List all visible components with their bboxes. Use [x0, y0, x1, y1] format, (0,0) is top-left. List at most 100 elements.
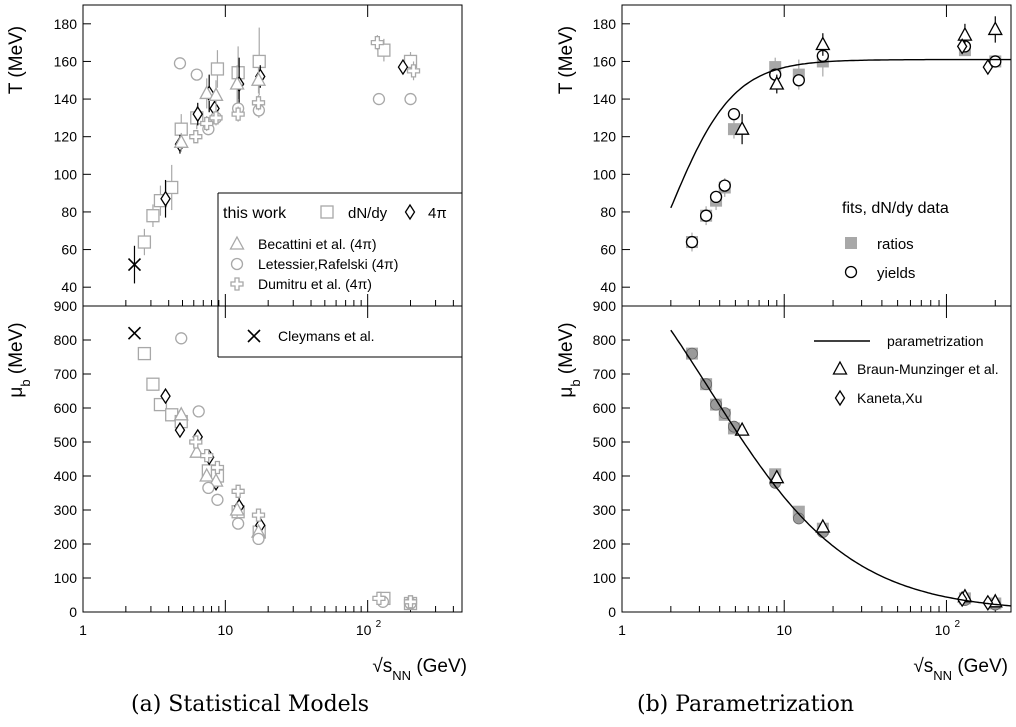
y-tick-label-b-top: 180: [593, 16, 617, 32]
data-point-b-top: [982, 58, 994, 76]
legend-title-b: fits, dN/dy data: [842, 200, 949, 217]
y-tick-label-b-top: 140: [593, 91, 617, 107]
y-tick-label-a-top: 180: [54, 16, 78, 32]
x-tick-label-exp-b-bottom: 2: [954, 619, 960, 630]
y-tick-label-a-bottom: 900: [54, 298, 78, 314]
data-point-a-bottom: [252, 532, 265, 546]
series-b-bottom: [956, 590, 994, 612]
data-point-b-bottom: [956, 590, 968, 608]
data-point-a-top: [190, 68, 203, 81]
data-point-a-bottom: [202, 481, 215, 495]
y-tick-label-b-top: 160: [593, 53, 617, 69]
legend-box-a: [217, 192, 462, 358]
parametrization-curve-T: [670, 58, 1011, 209]
legend-marker-ratios: [845, 237, 857, 249]
legend-label-ratios: ratios: [877, 236, 914, 253]
data-point-a-bottom: [251, 508, 266, 522]
legend-label-becattini: Becattini et al. (4π): [258, 236, 377, 252]
series-a-bottom: [137, 346, 418, 611]
data-point-a-bottom: [153, 397, 168, 412]
series-a-top: [127, 245, 142, 284]
y-axis-label: T (MeV): [6, 26, 27, 94]
y-tick-label-a-bottom: 600: [54, 400, 78, 416]
y-tick-label-b-bottom: 400: [593, 468, 617, 484]
data-point-a-top: [231, 66, 245, 80]
data-point-b-top: [792, 74, 805, 87]
caption-left: (a) Statistical Models: [131, 692, 370, 717]
y-tick-label-a-bottom: 200: [54, 536, 78, 552]
series-a-top: [173, 65, 267, 152]
x-tick-label-a-bottom: 10: [356, 622, 372, 638]
y-tick-label-a-bottom: 800: [54, 332, 78, 348]
legend-marker-yields: [844, 265, 858, 279]
legend-label-yields: yields: [877, 265, 915, 282]
legend-label-dumitru: Dumitru et al. (4π): [258, 276, 372, 292]
legend-a: this work dN/dy 4π Becattini et al. (4π) Let…: [217, 192, 462, 358]
series-b-bottom: [686, 347, 1002, 611]
x-axis-label: √sNN (GeV): [913, 656, 1008, 683]
y-tick-label-b-top: 60: [600, 242, 616, 258]
data-point-a-top: [250, 71, 267, 86]
legend-marker-braun: [832, 360, 848, 375]
y-tick-label-a-top: 160: [54, 53, 78, 69]
data-point-a-bottom: [160, 387, 171, 405]
y-tick-label-b-bottom: 800: [593, 332, 617, 348]
data-point-a-top: [372, 92, 386, 106]
x-tick-label-b-bottom: 10: [935, 622, 951, 638]
data-point-b-bottom: [686, 347, 698, 360]
legend-b-top: fits, dN/dy data ratios yields: [842, 200, 949, 282]
series-b-top: [685, 44, 1002, 252]
y-tick-label-a-bottom: 0: [69, 604, 77, 620]
data-point-a-top: [208, 86, 224, 101]
data-point-a-bottom: [192, 405, 205, 418]
y-tick-label-b-bottom: 300: [593, 502, 617, 518]
data-point-b-top: [987, 21, 1003, 36]
data-point-a-bottom: [231, 517, 245, 530]
series-b-top: [734, 16, 1003, 145]
y-tick-label-a-top: 140: [54, 91, 78, 107]
series-a-bottom: [189, 435, 418, 609]
data-point-a-bottom: [372, 591, 386, 606]
series-b-bottom: [734, 421, 1003, 608]
data-point-b-top: [685, 235, 699, 249]
legend-marker-letessier: [230, 257, 244, 271]
data-point-b-top: [956, 38, 968, 55]
legend-label-cleymans: Cleymans et al.: [278, 328, 374, 344]
data-point-a-top: [165, 180, 179, 195]
data-point-b-top: [734, 120, 750, 135]
y-tick-label-b-bottom: 600: [593, 400, 617, 416]
legend-marker-4pi: [404, 203, 416, 221]
y-tick-label-a-bottom: 500: [54, 434, 78, 450]
plot-frame-b-bottom: [621, 305, 1012, 613]
data-point-a-bottom: [146, 377, 160, 391]
data-point-b-top: [815, 36, 831, 51]
data-point-b-top: [699, 209, 713, 222]
y-tick-label-a-bottom: 400: [54, 468, 78, 484]
y-tick-label-a-bottom: 300: [54, 502, 78, 518]
data-point-a-top: [200, 116, 214, 131]
data-point-a-bottom: [127, 326, 142, 340]
legend-label-letessier: Letessier,Rafelski (4π): [258, 256, 398, 272]
y-axis-label: T (MeV): [556, 26, 577, 94]
y-tick-label-a-top: 60: [61, 242, 77, 258]
legend-marker-becattini: [229, 235, 245, 250]
data-point-a-top: [137, 235, 152, 249]
x-tick-label-a-bottom: 10: [218, 622, 234, 638]
data-point-a-bottom: [403, 595, 418, 609]
legend-marker-cleymans: [247, 329, 261, 343]
data-point-a-top: [397, 58, 409, 76]
data-point-a-top: [160, 190, 171, 207]
y-tick-label-a-top: 100: [54, 166, 78, 182]
x-tick-label-b-bottom: 1: [618, 622, 626, 638]
legend-label-braun: Braun-Munzinger et al.: [857, 361, 999, 377]
x-axis-label: √sNN (GeV): [372, 656, 467, 683]
data-point-a-top: [251, 96, 266, 110]
series-a-top: [189, 35, 421, 144]
panel-a: 4060801001201401601800100200300400500600…: [6, 4, 467, 683]
x-tick-label-b-bottom: 10: [776, 622, 792, 638]
data-point-b-top: [769, 75, 785, 90]
x-tick-label-a-bottom: 1: [79, 622, 87, 638]
legend-marker-dndy: [320, 205, 334, 219]
data-point-b-top: [957, 26, 973, 41]
